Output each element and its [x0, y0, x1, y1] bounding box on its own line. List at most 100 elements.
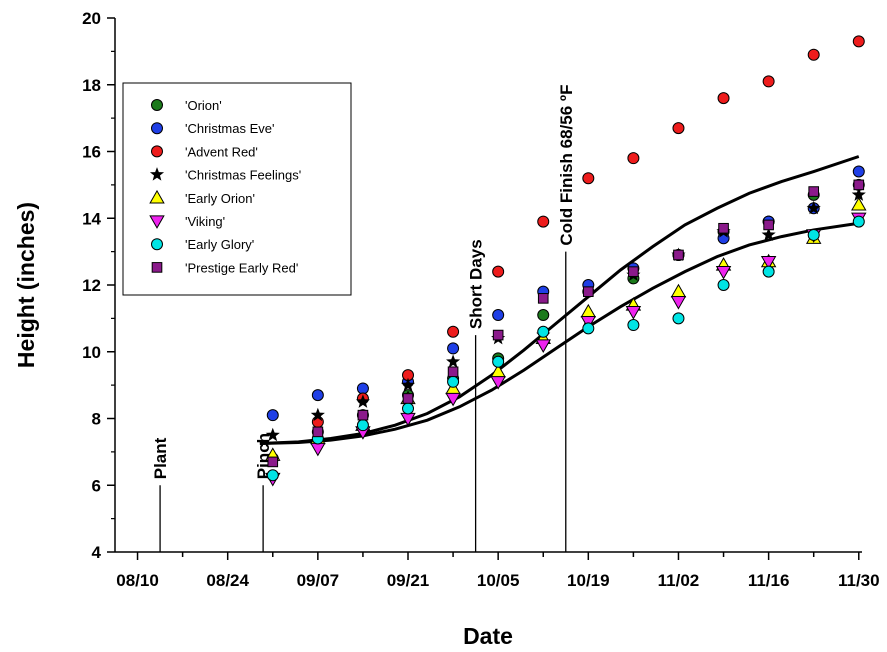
- legend: 'Orion' 'Christmas Eve' 'Advent Red' 'Chris…: [122, 82, 352, 296]
- data-point: [537, 325, 550, 338]
- data-point: [853, 179, 865, 191]
- data-point: [266, 409, 279, 422]
- data-point: [627, 152, 640, 165]
- data-point: [582, 322, 595, 335]
- data-point: [807, 228, 820, 241]
- data-point: [760, 255, 777, 270]
- legend-marker: [149, 167, 165, 181]
- data-point: [852, 165, 865, 178]
- x-tick-label: 09/21: [387, 571, 430, 590]
- legend-label: 'Prestige Early Red': [185, 260, 298, 275]
- legend-marker: [151, 238, 163, 251]
- data-point: [628, 266, 639, 277]
- x-tick-label: 08/24: [206, 571, 249, 590]
- data-point: [673, 249, 684, 261]
- data-point: [400, 377, 416, 392]
- data-point: [851, 187, 866, 201]
- legend-marker: [149, 215, 165, 229]
- data-point: [356, 419, 369, 432]
- data-point: [717, 279, 730, 291]
- y-tick-label: 4: [92, 543, 102, 562]
- y-tick-label: 6: [92, 476, 101, 495]
- data-point: [356, 382, 369, 395]
- data-point: [537, 215, 550, 228]
- data-point: [492, 329, 504, 341]
- data-point: [355, 394, 370, 408]
- x-tick-label: 11/16: [748, 571, 790, 590]
- data-point: [310, 407, 325, 422]
- data-point: [851, 197, 867, 211]
- data-point: [627, 319, 640, 332]
- legend-label: 'Christmas Feelings': [185, 168, 301, 183]
- data-point: [762, 75, 775, 88]
- data-point: [672, 312, 685, 325]
- legend-label: 'Early Glory': [185, 237, 254, 252]
- data-point: [670, 283, 687, 298]
- data-point: [267, 456, 279, 468]
- data-point: [808, 186, 820, 197]
- data-point: [718, 222, 729, 234]
- event-label: Cold Finish 68/56 ºF: [557, 84, 576, 245]
- data-point: [445, 392, 461, 407]
- data-point: [535, 339, 551, 353]
- event-label: Short Days: [467, 239, 486, 329]
- data-point: [402, 393, 414, 404]
- legend-box: [122, 82, 352, 296]
- data-point: [311, 389, 324, 402]
- legend-marker: [151, 122, 163, 135]
- x-tick-label: 11/02: [658, 571, 700, 590]
- y-axis-title: Height (inches): [13, 202, 39, 368]
- event-label: Plant: [151, 437, 170, 479]
- y-tick-label: 10: [82, 343, 101, 362]
- axes: 4 6 8 10 12 14 16 18 20 08/10 08/24 09/07 09/21 10/05…: [82, 9, 880, 590]
- data-point: [492, 265, 505, 278]
- y-tick-label: 8: [92, 410, 101, 429]
- x-axis-title: Date: [463, 623, 513, 649]
- data-point: [492, 309, 505, 322]
- x-tick-label: 08/10: [116, 571, 159, 590]
- data-point: [447, 325, 460, 338]
- data-point: [583, 286, 594, 297]
- data-point: [672, 122, 685, 135]
- data-point: [580, 303, 597, 318]
- legend-label: 'Christmas Eve': [185, 121, 274, 136]
- data-point: [312, 426, 324, 438]
- legend-marker: [151, 99, 163, 111]
- data-point: [447, 375, 460, 388]
- data-point: [717, 92, 730, 105]
- data-point: [761, 227, 776, 241]
- y-tick-label: 14: [82, 209, 101, 228]
- data-point: [446, 354, 461, 368]
- legend-marker: [151, 262, 163, 273]
- x-tick-label: 09/07: [297, 571, 340, 590]
- data-point: [763, 219, 774, 231]
- data-point: [582, 172, 595, 185]
- legend-marker: [151, 145, 163, 158]
- data-point: [357, 409, 369, 421]
- data-point: [447, 342, 460, 355]
- y-tick-label: 20: [82, 9, 101, 28]
- x-tick-label: 11/30: [838, 571, 880, 590]
- data-point: [266, 469, 279, 482]
- data-point: [807, 48, 820, 61]
- data-point: [806, 200, 821, 215]
- series-7: [267, 179, 865, 468]
- legend-label: 'Advent Red': [185, 144, 258, 159]
- data-point: [715, 265, 732, 280]
- data-points: [265, 35, 867, 487]
- data-point: [265, 427, 280, 442]
- legend-label: 'Early Orion': [185, 191, 255, 206]
- data-point: [670, 296, 687, 310]
- data-point: [402, 402, 415, 415]
- event-markers: Plant Pinch Short Days Cold Finish 68/56 ºF: [151, 84, 576, 552]
- series-2: [311, 35, 865, 428]
- x-tick-label: 10/19: [567, 571, 610, 590]
- data-point: [310, 442, 326, 457]
- data-point: [537, 309, 550, 322]
- data-point: [625, 306, 642, 320]
- legend-label: 'Orion': [185, 98, 222, 113]
- data-point: [490, 376, 506, 390]
- data-point: [852, 215, 865, 228]
- legend-marker: [149, 189, 165, 204]
- data-point: [537, 293, 549, 304]
